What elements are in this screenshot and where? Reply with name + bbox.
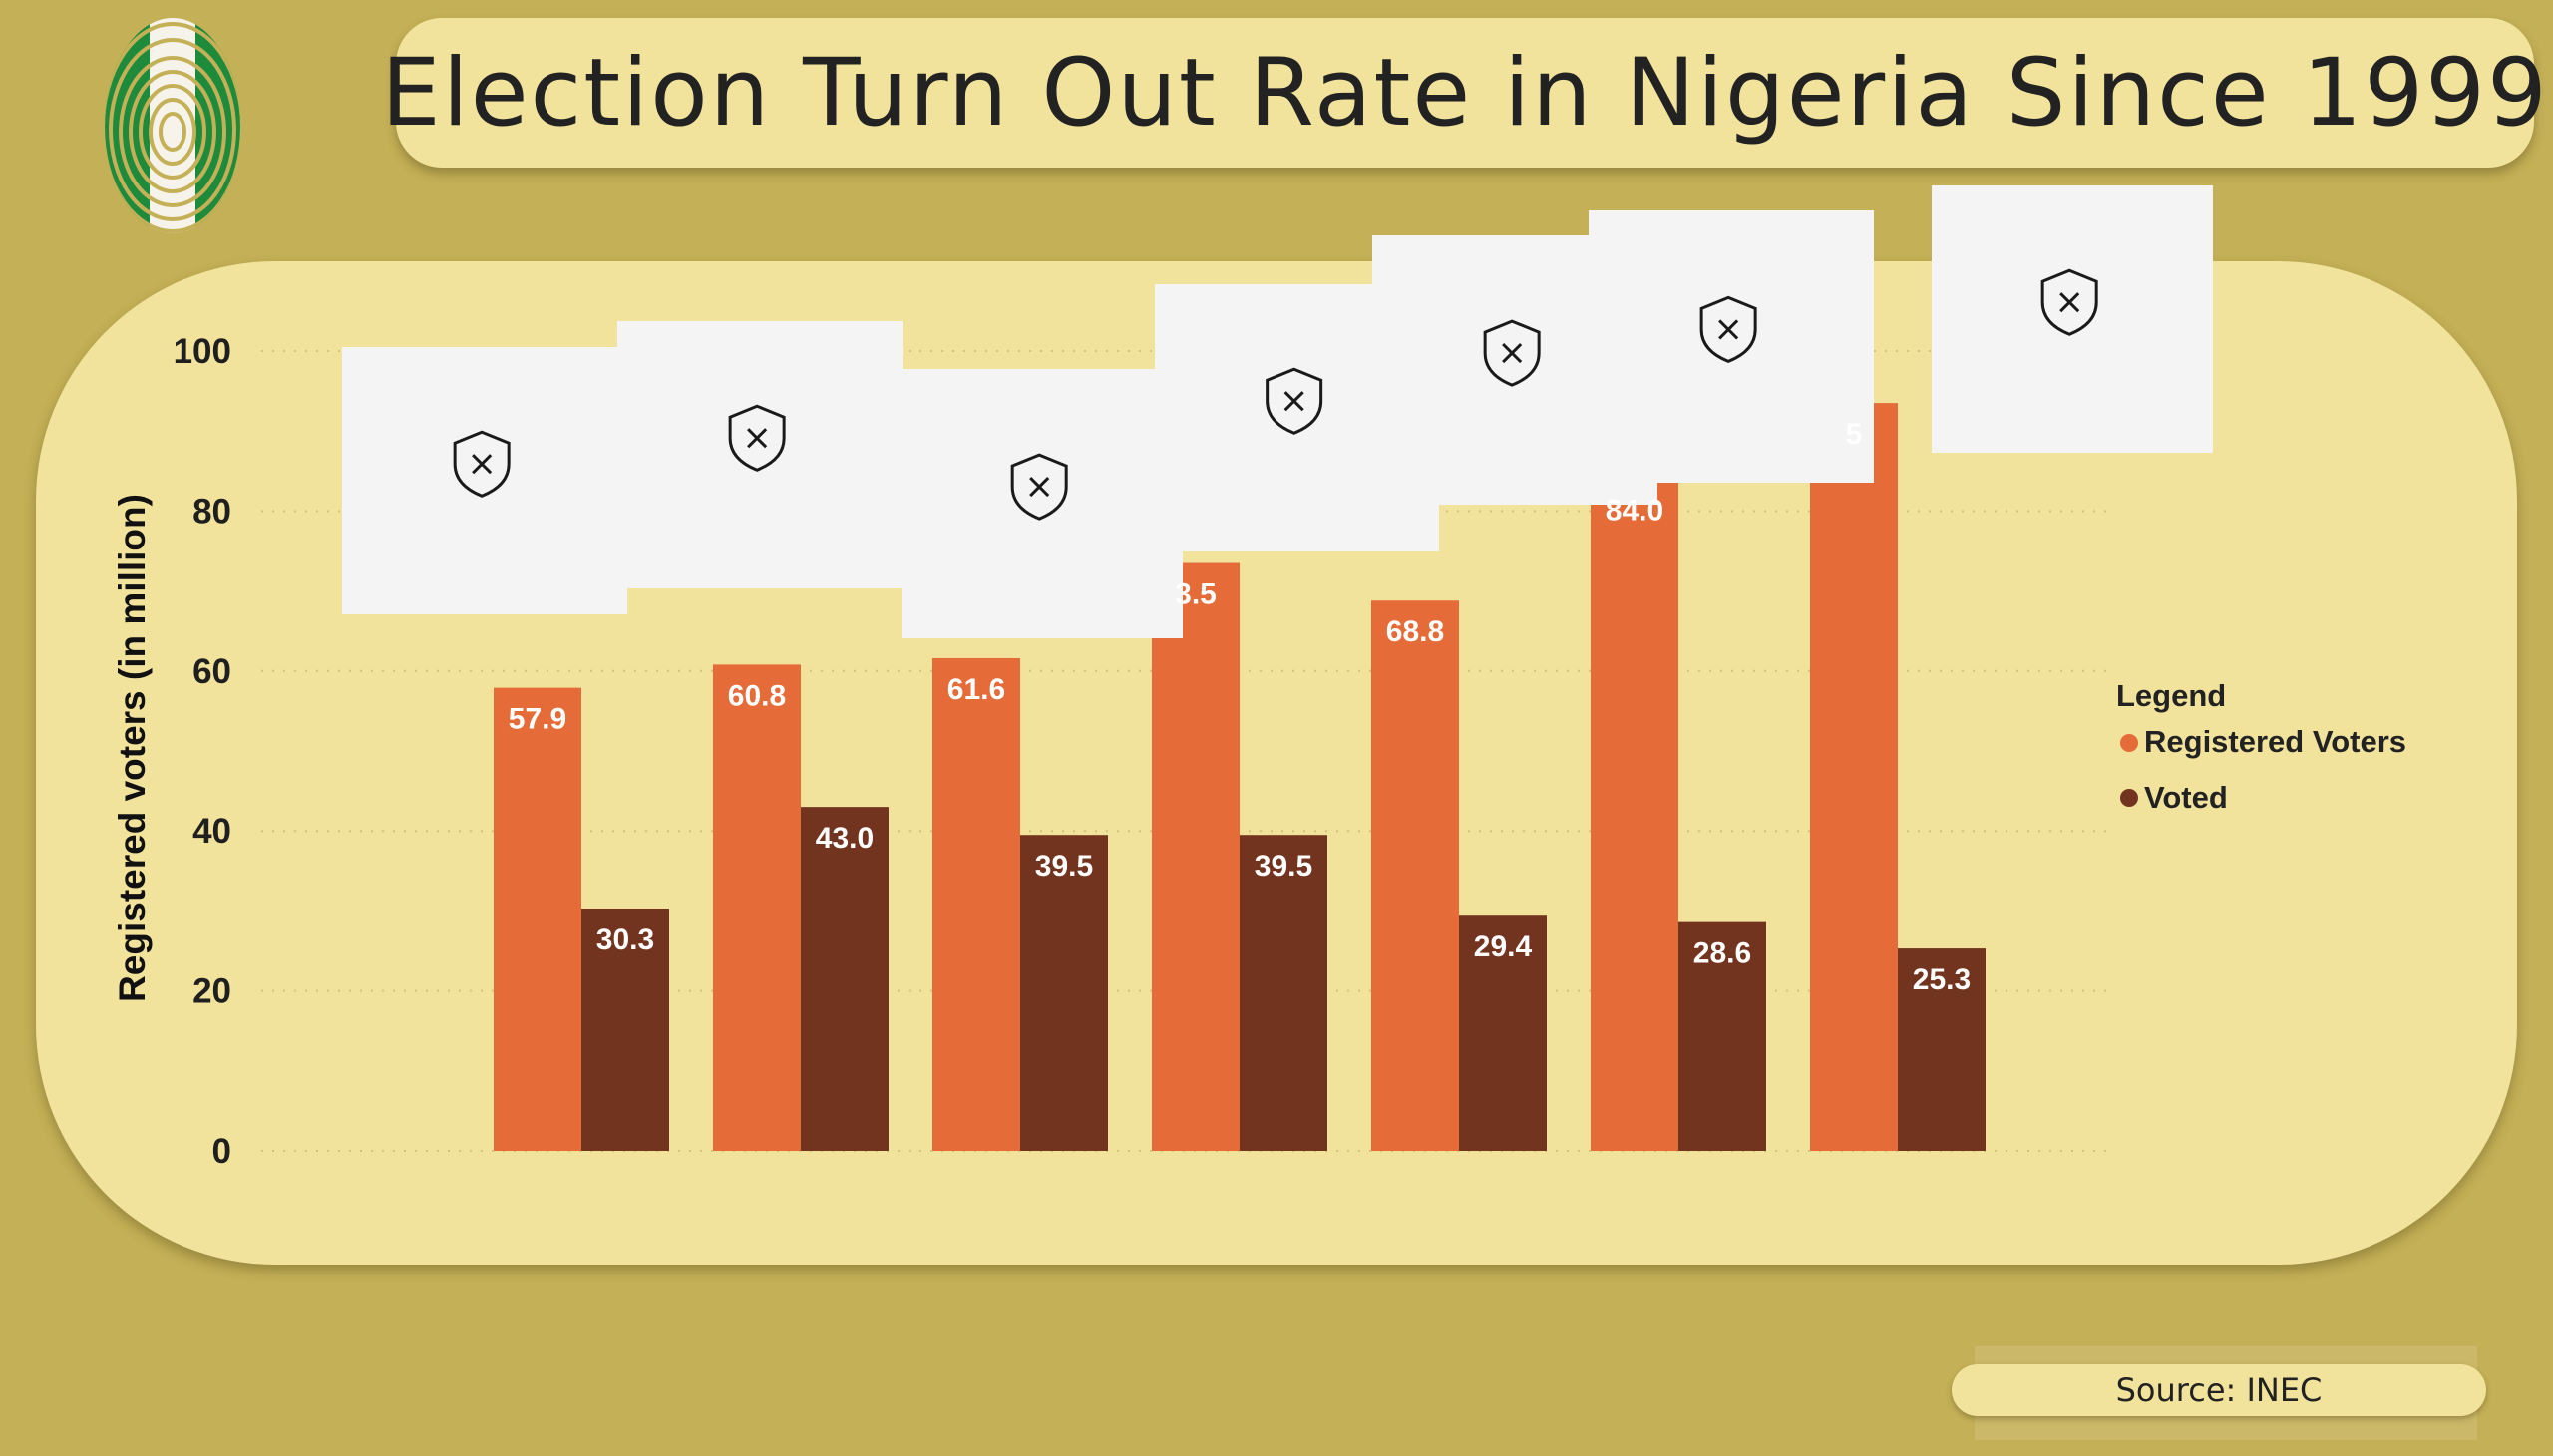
shield-x-icon [1010, 453, 1068, 521]
placeholder-box [1589, 210, 1874, 483]
bar-registered [713, 664, 801, 1151]
broken-image-placeholder [342, 347, 627, 614]
data-label-voted: 29.4 [1474, 930, 1533, 963]
x-stroke [1029, 477, 1050, 498]
y-tick-label: 60 [192, 652, 231, 691]
data-label-registered: 68.8 [1386, 615, 1444, 648]
bar-voted [1459, 915, 1547, 1151]
bar-voted [1240, 835, 1327, 1151]
placeholder-box [617, 321, 903, 588]
source-note: Source: INEC [1952, 1364, 2486, 1416]
data-label-voted: 25.3 [1913, 963, 1971, 996]
shield-outline [728, 404, 786, 472]
shield-outline [1010, 453, 1068, 521]
shield-x-icon [1699, 295, 1757, 364]
legend: Legend Registered Voters Voted [2116, 678, 2406, 815]
data-label-registered: 61.6 [947, 673, 1005, 706]
y-tick-label: 100 [174, 332, 231, 371]
data-label-registered: 60.8 [728, 679, 786, 712]
x-stroke [1718, 319, 1739, 340]
x-stroke [747, 428, 768, 449]
bar-registered [1152, 562, 1240, 1151]
data-label-voted: 43.0 [816, 822, 874, 855]
legend-swatch-registered [2120, 734, 2138, 752]
bar-voted [1678, 921, 1766, 1151]
data-label-voted: 39.5 [1035, 850, 1093, 883]
shield-outline [1699, 295, 1757, 364]
placeholder-box [902, 369, 1183, 638]
shield-outline [453, 430, 511, 498]
title-banner: Election Turn Out Rate in Nigeria Since … [381, 18, 2549, 168]
bar-registered [1591, 479, 1678, 1151]
bar-voted [1020, 835, 1108, 1151]
broken-image-placeholder [902, 369, 1183, 638]
shield-outline [1483, 319, 1541, 387]
y-tick-label: 80 [192, 492, 231, 531]
x-stroke [472, 454, 493, 475]
bar-registered [1810, 403, 1898, 1151]
bar-voted [801, 807, 889, 1151]
x-stroke [1283, 391, 1304, 412]
legend-swatch-voted [2120, 789, 2138, 807]
broken-image-placeholder [617, 321, 903, 588]
shield-outline [1266, 367, 1323, 435]
shield-x-icon [453, 430, 511, 498]
data-label-registered: 3.5 [1175, 578, 1217, 611]
y-axis-label: Registered voters (in million) [112, 494, 153, 1002]
bar-voted [581, 908, 669, 1151]
data-label-voted: 39.5 [1255, 850, 1312, 883]
nigeria-fingerprint-logo [105, 18, 240, 233]
bar-registered [932, 657, 1020, 1151]
data-label-registered: 84.0 [1606, 494, 1663, 527]
y-tick-label: 40 [192, 812, 231, 851]
shield-x-icon [2040, 268, 2098, 336]
bar-registered [1371, 600, 1459, 1151]
bar-voted [1898, 948, 1986, 1151]
placeholder-box [1932, 185, 2213, 453]
broken-image-placeholder [1589, 210, 1874, 483]
data-label-registered: 5 [1846, 418, 1863, 451]
broken-image-placeholder [1932, 185, 2213, 453]
data-label-voted: 30.3 [596, 923, 654, 956]
data-label-registered: 57.9 [509, 703, 566, 736]
shield-x-icon [1483, 319, 1541, 387]
legend-label-registered: Registered Voters [2144, 724, 2406, 759]
legend-title: Legend [2116, 678, 2226, 713]
shield-outline [2040, 268, 2098, 336]
data-label-voted: 28.6 [1693, 937, 1751, 970]
placeholder-box [342, 347, 627, 614]
x-stroke [1502, 343, 1523, 364]
shield-x-icon [728, 404, 786, 472]
legend-label-voted: Voted [2144, 780, 2228, 815]
x-stroke [2059, 292, 2080, 313]
y-tick-label: 20 [192, 972, 231, 1011]
y-tick-label: 0 [212, 1132, 231, 1171]
bar-registered [494, 687, 581, 1151]
shield-x-icon [1266, 367, 1323, 435]
page-title: Election Turn Out Rate in Nigeria Since … [381, 38, 2549, 148]
